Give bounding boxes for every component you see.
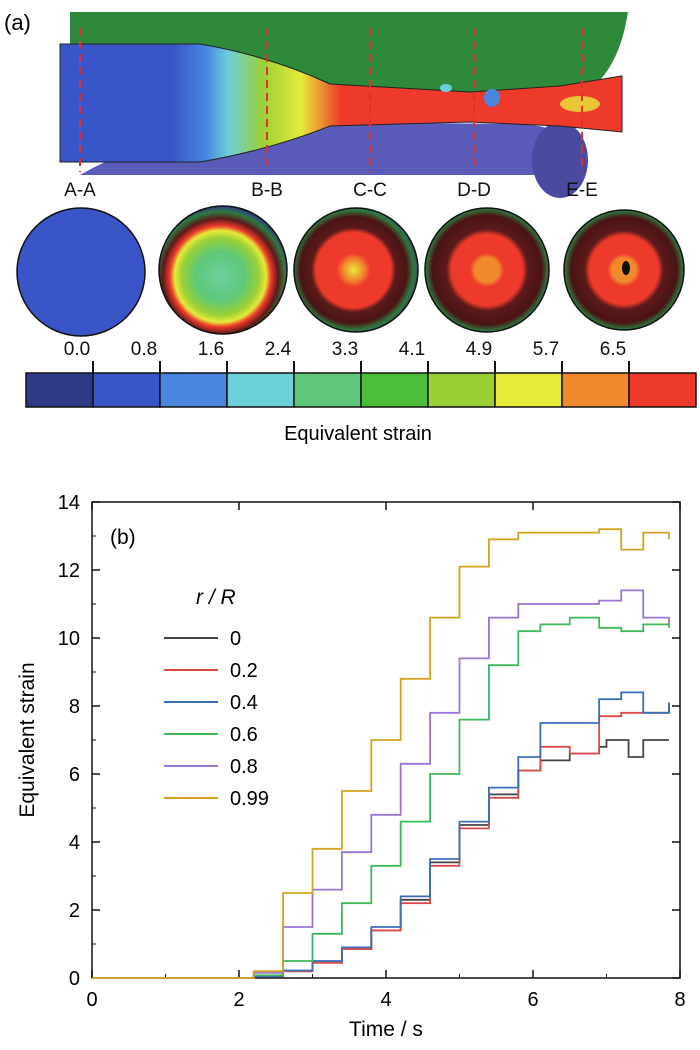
x-axis-label: Time / s [349, 1018, 423, 1041]
scale-segment [561, 372, 630, 408]
defect-spot-1 [440, 84, 452, 92]
y-tick-label: 0 [69, 968, 80, 990]
workpiece [59, 43, 623, 163]
scale-tick-label: 4.1 [399, 339, 425, 360]
scale-segment [427, 372, 496, 408]
scale-tick-labels: 0.0 0.8 1.6 2.4 3.3 4.1 4.9 5.7 6.5 [64, 339, 626, 360]
defect-spot-2 [484, 89, 500, 107]
section-label-c: C-C [353, 180, 387, 201]
x-tick-label: 4 [380, 989, 391, 1011]
scale-tick-label: 0.8 [131, 339, 157, 360]
scale-tick-label: 2.4 [265, 339, 292, 360]
x-tick-label: 0 [86, 989, 97, 1011]
cross-section-e-void [622, 261, 630, 275]
series-line-2 [92, 691, 670, 979]
scale-segment [226, 372, 295, 408]
x-tick-label: 8 [674, 989, 685, 1011]
cross-section-a [16, 207, 146, 337]
y-axis-label: Equivalent strain [16, 662, 39, 817]
panel-b-label: (b) [110, 526, 136, 549]
scale-tick-label: 4.9 [466, 339, 492, 360]
legend-entry: 0.6 [230, 724, 258, 746]
color-scale-bar [25, 361, 697, 408]
figure-a-contour: (a) A-A B-B C-C D-D E-E 0.0 0.8 1.6 2.4 3.3 4… [4, 10, 697, 445]
section-label-d: D-D [457, 180, 491, 201]
y-tick-label: 8 [69, 696, 80, 718]
scale-segment [159, 372, 228, 408]
scale-tick-label: 1.6 [198, 339, 224, 360]
section-lines [79, 28, 583, 172]
cross-section-b [158, 205, 288, 335]
panel-a-label: (a) [4, 10, 31, 35]
series-line-5 [92, 528, 670, 979]
scale-segment [25, 372, 94, 408]
scale-tick-label: 5.7 [533, 339, 559, 360]
legend-entry: 0.99 [230, 788, 269, 810]
scale-segment [293, 372, 362, 408]
y-tick-label: 6 [69, 764, 80, 786]
section-label-a: A-A [64, 180, 96, 201]
series-line-1 [92, 702, 670, 979]
figure-b-chart: 0 2 4 6 8 0 2 4 6 8 10 12 14 Time / s Equivalent strai… [16, 492, 686, 1041]
legend-entry: 0.4 [230, 692, 258, 714]
defect-spot-3 [560, 96, 600, 112]
cross-section-d [424, 207, 550, 333]
x-tick-label: 2 [233, 989, 244, 1011]
legend-entry: 0 [230, 628, 241, 650]
legend-title: r / R [196, 586, 236, 609]
legend-entry: 0.8 [230, 756, 258, 778]
y-tick-label: 2 [69, 900, 80, 922]
y-tick-label: 12 [58, 560, 80, 582]
scale-segment [92, 372, 161, 408]
y-tick-label: 4 [69, 832, 80, 854]
scale-segment [494, 372, 563, 408]
series-line-0 [92, 739, 669, 979]
y-tick-label: 10 [58, 628, 80, 650]
scale-tick-label: 6.5 [600, 339, 626, 360]
cross-section-c [293, 207, 419, 333]
scale-tick-label: 0.0 [64, 339, 90, 360]
section-label-e: E-E [566, 180, 598, 201]
legend-entry: 0.2 [230, 660, 258, 682]
scale-tick-label: 3.3 [332, 339, 358, 360]
section-label-b: B-B [251, 180, 283, 201]
series-line-3 [92, 616, 670, 979]
series-line-4 [92, 589, 670, 979]
scale-title: Equivalent strain [284, 423, 432, 445]
x-tick-label: 6 [527, 989, 538, 1011]
scale-segment [360, 372, 429, 408]
scale-segment [628, 372, 697, 408]
lower-roll-end [532, 122, 588, 198]
y-tick-label: 14 [58, 492, 80, 514]
